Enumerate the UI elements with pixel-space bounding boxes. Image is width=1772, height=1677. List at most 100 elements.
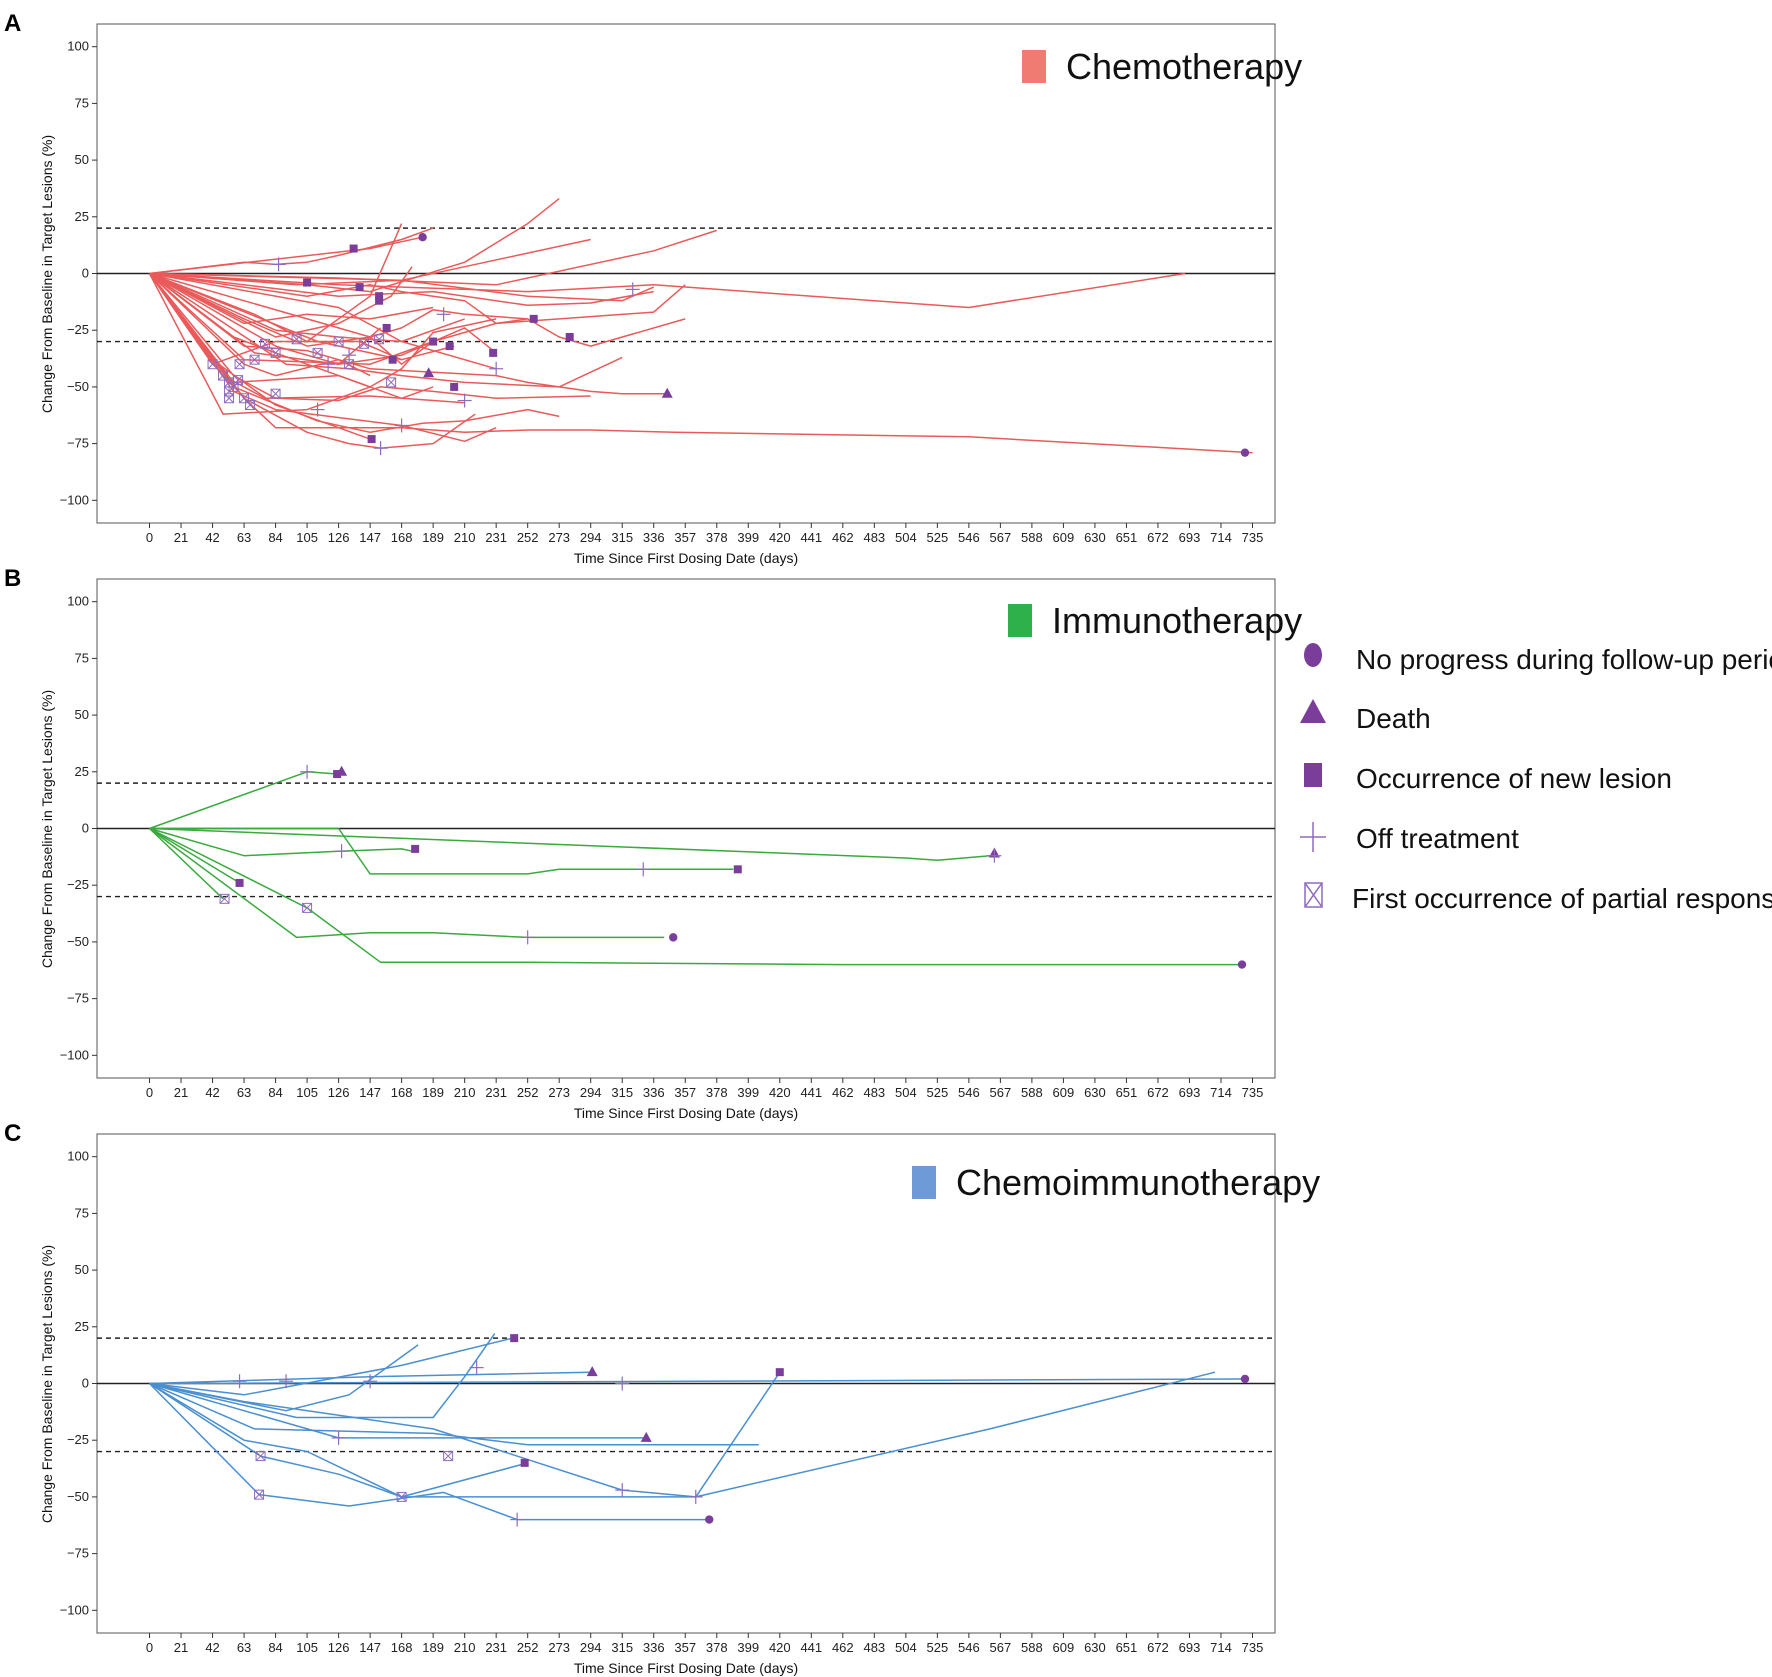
patient-line xyxy=(149,1333,496,1419)
xtick-label: 504 xyxy=(895,530,917,545)
off-treatment-marker xyxy=(271,257,286,272)
partial-response-marker xyxy=(302,902,313,913)
xtick-label: 84 xyxy=(268,530,282,545)
xtick-label: 231 xyxy=(485,530,507,545)
partial-response-marker xyxy=(443,1451,454,1462)
xtick-label: 441 xyxy=(800,1640,822,1655)
off-treatment-marker xyxy=(688,1489,703,1504)
panel-c-xlabel: Time Since First Dosing Date (days) xyxy=(574,1660,798,1676)
off-treatment-marker xyxy=(310,402,325,417)
xtick-label: 735 xyxy=(1242,1640,1264,1655)
partial-response-box xyxy=(260,338,271,349)
xtick-label: 189 xyxy=(422,1640,444,1655)
xtick-label: 693 xyxy=(1179,530,1201,545)
death-marker xyxy=(423,367,435,378)
xtick-label: 714 xyxy=(1210,1085,1232,1100)
partial-response-diag xyxy=(260,338,270,349)
patient-line xyxy=(149,272,654,307)
patient-line xyxy=(149,272,686,325)
xtick-label: 126 xyxy=(328,1085,350,1100)
patient-line xyxy=(149,1382,528,1498)
partial-response-marker xyxy=(245,400,256,411)
xtick-label: 210 xyxy=(454,530,476,545)
ytick-label: 25 xyxy=(75,764,89,779)
partial-response-marker xyxy=(270,388,281,399)
xtick-label: 546 xyxy=(958,1085,980,1100)
panel-a-title: Chemotherapy xyxy=(1066,46,1302,87)
ytick-label: −50 xyxy=(67,934,89,949)
partial-response-marker xyxy=(207,359,218,370)
ytick-label: 25 xyxy=(75,209,89,224)
ytick-label: −100 xyxy=(60,1602,89,1617)
death-marker xyxy=(640,1431,652,1442)
off-treatment-marker xyxy=(510,1512,525,1527)
partial-response-box xyxy=(224,393,235,404)
xtick-label: 588 xyxy=(1021,1640,1043,1655)
partial-response-diag xyxy=(386,377,396,388)
patient-line xyxy=(149,272,497,370)
ytick-label: 0 xyxy=(82,1376,89,1391)
ytick-label: −25 xyxy=(67,1432,89,1447)
xtick-label: 63 xyxy=(237,530,251,545)
panel-a-xlabel: Time Since First Dosing Date (days) xyxy=(574,550,798,566)
off-treatment-marker xyxy=(520,930,535,945)
legend-no-progress: No progress during follow-up period xyxy=(1356,644,1772,675)
partial-response-diag xyxy=(234,359,245,370)
xtick-label: 609 xyxy=(1053,1085,1075,1100)
partial-response-box xyxy=(443,1451,454,1462)
xtick-label: 168 xyxy=(391,530,413,545)
ytick-label: −100 xyxy=(60,492,89,507)
xtick-label: 273 xyxy=(548,1085,570,1100)
death-marker xyxy=(586,1366,598,1377)
xtick-label: 105 xyxy=(296,1640,318,1655)
off-treatment-marker xyxy=(279,1374,294,1389)
off-treatment-marker xyxy=(373,441,388,456)
xtick-label: 105 xyxy=(296,530,318,545)
partial-response-marker xyxy=(291,334,302,345)
new-lesion-marker xyxy=(303,278,312,287)
xtick-label: 315 xyxy=(611,1640,633,1655)
new-lesion-marker xyxy=(375,296,384,305)
partial-response-box xyxy=(344,359,355,370)
partial-response-box xyxy=(386,377,397,388)
xtick-label: 567 xyxy=(990,530,1012,545)
ytick-label: 75 xyxy=(75,1205,89,1220)
partial-response-box xyxy=(359,338,370,349)
patient-line xyxy=(148,273,1253,454)
ytick-label: −75 xyxy=(67,1546,89,1561)
ytick-label: 75 xyxy=(75,650,89,665)
legend-partial-response: First occurrence of partial response xyxy=(1352,883,1772,914)
partial-response-diag xyxy=(396,1492,407,1502)
partial-response-box xyxy=(219,893,230,904)
patient-line xyxy=(148,272,686,365)
patient-line xyxy=(149,272,497,365)
patient-line xyxy=(149,272,371,377)
patient-line xyxy=(149,827,240,884)
patient-line xyxy=(149,827,990,862)
xtick-label: 42 xyxy=(205,1085,219,1100)
partial-response-marker xyxy=(374,334,385,345)
panel-c-letter: C xyxy=(4,1120,21,1147)
xtick-label: 357 xyxy=(674,1640,696,1655)
partial-response-diag xyxy=(218,370,228,381)
partial-response-box xyxy=(270,347,281,358)
xtick-label: 588 xyxy=(1021,1085,1043,1100)
patient-line xyxy=(149,236,423,275)
xtick-label: 672 xyxy=(1147,530,1169,545)
partial-response-diag xyxy=(344,359,354,370)
patient-line xyxy=(148,273,402,365)
xtick-label: 630 xyxy=(1084,530,1106,545)
xtick-label: 609 xyxy=(1053,530,1075,545)
partial-response-diag xyxy=(359,338,369,349)
xtick-label: 147 xyxy=(359,530,381,545)
xtick-label: 546 xyxy=(958,530,980,545)
partial-response-box xyxy=(249,354,260,365)
no-progress-marker xyxy=(705,1515,714,1524)
partial-response-marker xyxy=(239,393,250,404)
ytick-label: −100 xyxy=(60,1047,89,1062)
partial-response-diag xyxy=(219,893,230,904)
off-treatment-marker xyxy=(334,844,349,859)
patient-line xyxy=(148,827,224,900)
xtick-label: 504 xyxy=(895,1640,917,1655)
ytick-label: 0 xyxy=(82,821,89,836)
